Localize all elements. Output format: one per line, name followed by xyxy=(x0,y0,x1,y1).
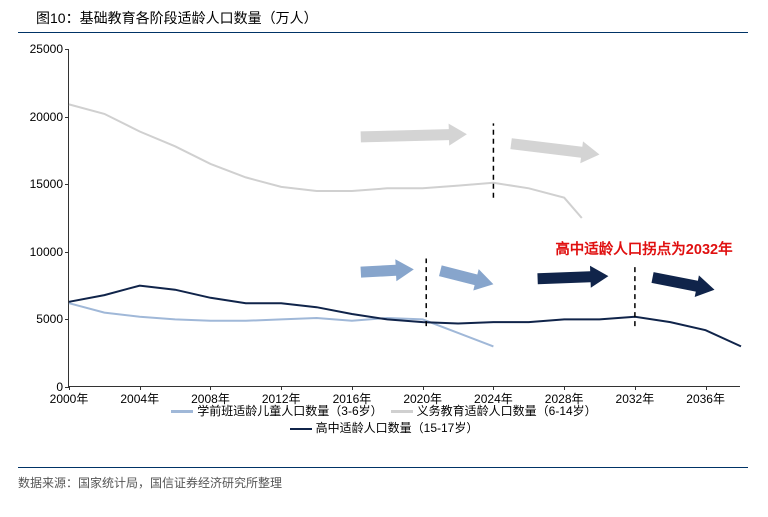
legend-item: 高中适龄人口数量（15-17岁） xyxy=(290,421,479,437)
y-axis-tick xyxy=(65,319,69,320)
series-preschool xyxy=(69,303,493,346)
legend-swatch xyxy=(290,428,312,431)
y-axis-label: 10000 xyxy=(30,245,69,259)
y-axis-tick xyxy=(65,49,69,50)
chart: 高中适龄人口拐点为2032年 0500010000150002000025000… xyxy=(20,37,748,437)
trend-arrow xyxy=(439,265,493,290)
legend: 学前班适龄儿童人口数量（3-6岁） 义务教育适龄人口数量（6-14岁）高中适龄人口… xyxy=(20,402,748,437)
x-axis-tick xyxy=(281,386,282,390)
legend-swatch xyxy=(391,410,413,413)
trend-arrow xyxy=(510,138,599,163)
x-axis-tick xyxy=(69,386,70,390)
x-axis-tick xyxy=(564,386,565,390)
x-axis-tick xyxy=(706,386,707,390)
y-axis-tick xyxy=(65,117,69,118)
chart-svg xyxy=(69,49,740,386)
legend-item: 义务教育适龄人口数量（6-14岁） xyxy=(391,404,597,420)
legend-label: 义务教育适龄人口数量（6-14岁） xyxy=(417,404,597,420)
y-axis-tick xyxy=(65,184,69,185)
legend-label: 学前班适龄儿童人口数量（3-6岁） xyxy=(197,404,382,420)
source-label: 数据来源：国家统计局，国信证券经济研究所整理 xyxy=(18,467,748,491)
trend-arrow xyxy=(652,272,715,297)
x-axis-tick xyxy=(493,386,494,390)
x-axis-tick xyxy=(140,386,141,390)
trend-arrow xyxy=(537,266,608,288)
y-axis-tick xyxy=(65,252,69,253)
legend-item: 学前班适龄儿童人口数量（3-6岁） xyxy=(171,404,382,420)
figure-title: 图10：基础教育各阶段适龄人口数量（万人） xyxy=(18,0,748,33)
x-axis-tick xyxy=(352,386,353,390)
series-compulsory xyxy=(69,104,582,218)
legend-swatch xyxy=(171,410,193,413)
x-axis-tick xyxy=(423,386,424,390)
trend-arrow xyxy=(361,259,414,281)
y-axis-label: 20000 xyxy=(30,110,69,124)
legend-label: 高中适龄人口数量（15-17岁） xyxy=(316,421,479,437)
series-highschool xyxy=(69,286,741,347)
trend-arrow xyxy=(361,124,467,146)
x-axis-tick xyxy=(210,386,211,390)
y-axis-label: 15000 xyxy=(30,177,69,191)
y-axis-label: 25000 xyxy=(30,42,69,56)
annotation-label: 高中适龄人口拐点为2032年 xyxy=(555,238,732,259)
x-axis-tick xyxy=(635,386,636,390)
